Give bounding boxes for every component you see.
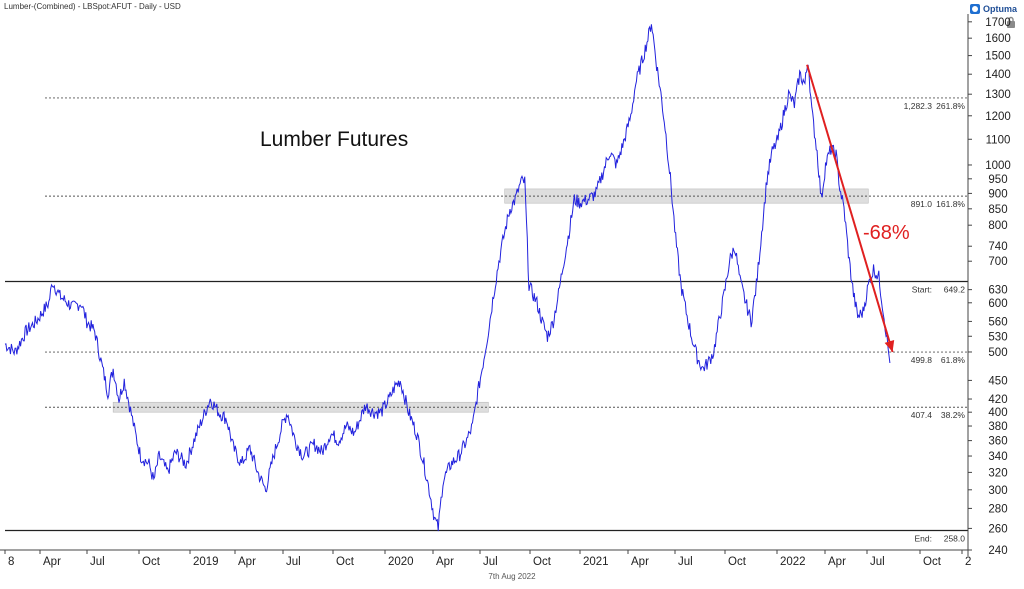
y-tick-label-14: 600 [988,298,1007,310]
decline-arrow-shaft [806,64,894,353]
optuma-logo-icon [970,4,980,14]
level-value-label-4: 407.4 [911,410,933,420]
y-tick-label-1: 260 [988,523,1007,535]
y-tick-label-28: 1600 [985,33,1011,45]
y-tick-label-13: 560 [988,316,1007,328]
y-tick-label-27: 1500 [985,51,1011,63]
x-tick-label-10: Jul [483,556,498,568]
x-tick-label-20: 2 [965,556,971,568]
x-tick-label-16: 2022 [780,556,806,568]
x-tick-label-3: Oct [142,556,161,568]
y-tick-label-22: 1000 [985,160,1011,172]
level-value-label-3: 499.8 [911,355,933,365]
decline-arrow-head [884,340,895,352]
y-tick-label-15: 630 [988,285,1007,297]
brand-logo: Optuma [970,2,1024,16]
y-tick-label-19: 850 [988,204,1007,216]
y-tick-label-10: 450 [988,375,1007,387]
x-tick-label-11: Oct [533,556,552,568]
x-tick-label-12: 2021 [583,556,609,568]
series-label: Lumber-(Combined) - LBSpot:AFUT - Daily … [4,2,181,11]
x-tick-label-8: 2020 [388,556,414,568]
footer-date: 7th Aug 2022 [488,572,536,581]
decline-percent-annotation: -68% [863,222,910,244]
chart-title: Lumber Futures [260,128,408,151]
level-value-label-5: End: [915,533,933,543]
x-tick-label-13: Apr [631,556,649,568]
level-value-label-1: 891.0 [911,199,933,209]
level-pct-label-1: 161.8% [936,199,965,209]
x-tick-label-19: Oct [923,556,942,568]
level-value-label-2: Start: [912,285,932,295]
level-pct-label-3: 61.8% [941,355,966,365]
y-tick-label-7: 380 [988,421,1007,433]
x-tick-label-5: Apr [238,556,256,568]
y-tick-label-20: 900 [988,188,1007,200]
y-tick-label-17: 740 [988,241,1007,253]
lock-icon[interactable] [1006,16,1016,28]
x-tick-label-15: Oct [728,556,747,568]
x-tick-label-2: Jul [90,556,105,568]
x-tick-label-4: 2019 [193,556,219,568]
y-tick-label-11: 500 [988,347,1007,359]
level-value-label-0: 1,282.3 [904,101,933,111]
y-tick-label-24: 1200 [985,111,1011,123]
level-pct-label-0: 261.8% [936,101,965,111]
x-tick-label-9: Apr [436,556,454,568]
y-tick-label-5: 340 [988,451,1007,463]
y-tick-label-6: 360 [988,436,1007,448]
y-tick-label-29: 1700 [985,17,1011,29]
x-tick-label-1: Apr [43,556,61,568]
y-tick-label-9: 420 [988,394,1007,406]
y-tick-label-8: 400 [988,407,1007,419]
x-tick-label-7: Oct [336,556,355,568]
y-tick-label-16: 700 [988,256,1007,268]
y-tick-label-2: 280 [988,503,1007,515]
level-pct-label-5: 258.0 [944,533,966,543]
y-tick-label-0: 240 [988,545,1007,557]
y-tick-label-3: 300 [988,485,1007,497]
x-tick-label-17: Apr [828,556,846,568]
level-pct-label-2: 649.2 [944,285,966,295]
x-tick-label-14: Jul [678,556,693,568]
y-tick-label-25: 1300 [985,89,1011,101]
level-pct-label-4: 38.2% [941,410,966,420]
y-tick-label-12: 530 [988,331,1007,343]
y-tick-label-4: 320 [988,467,1007,479]
y-tick-label-23: 1100 [986,134,1011,146]
y-tick-label-18: 800 [988,220,1007,232]
x-tick-label-18: Jul [870,556,885,568]
y-tick-label-26: 1400 [985,69,1011,81]
y-tick-label-21: 950 [988,174,1007,186]
x-tick-label-0: 8 [8,556,14,568]
price-series-line-0 [4,24,891,532]
x-tick-label-6: Jul [286,556,301,568]
brand-name: Optuma [983,4,1018,14]
